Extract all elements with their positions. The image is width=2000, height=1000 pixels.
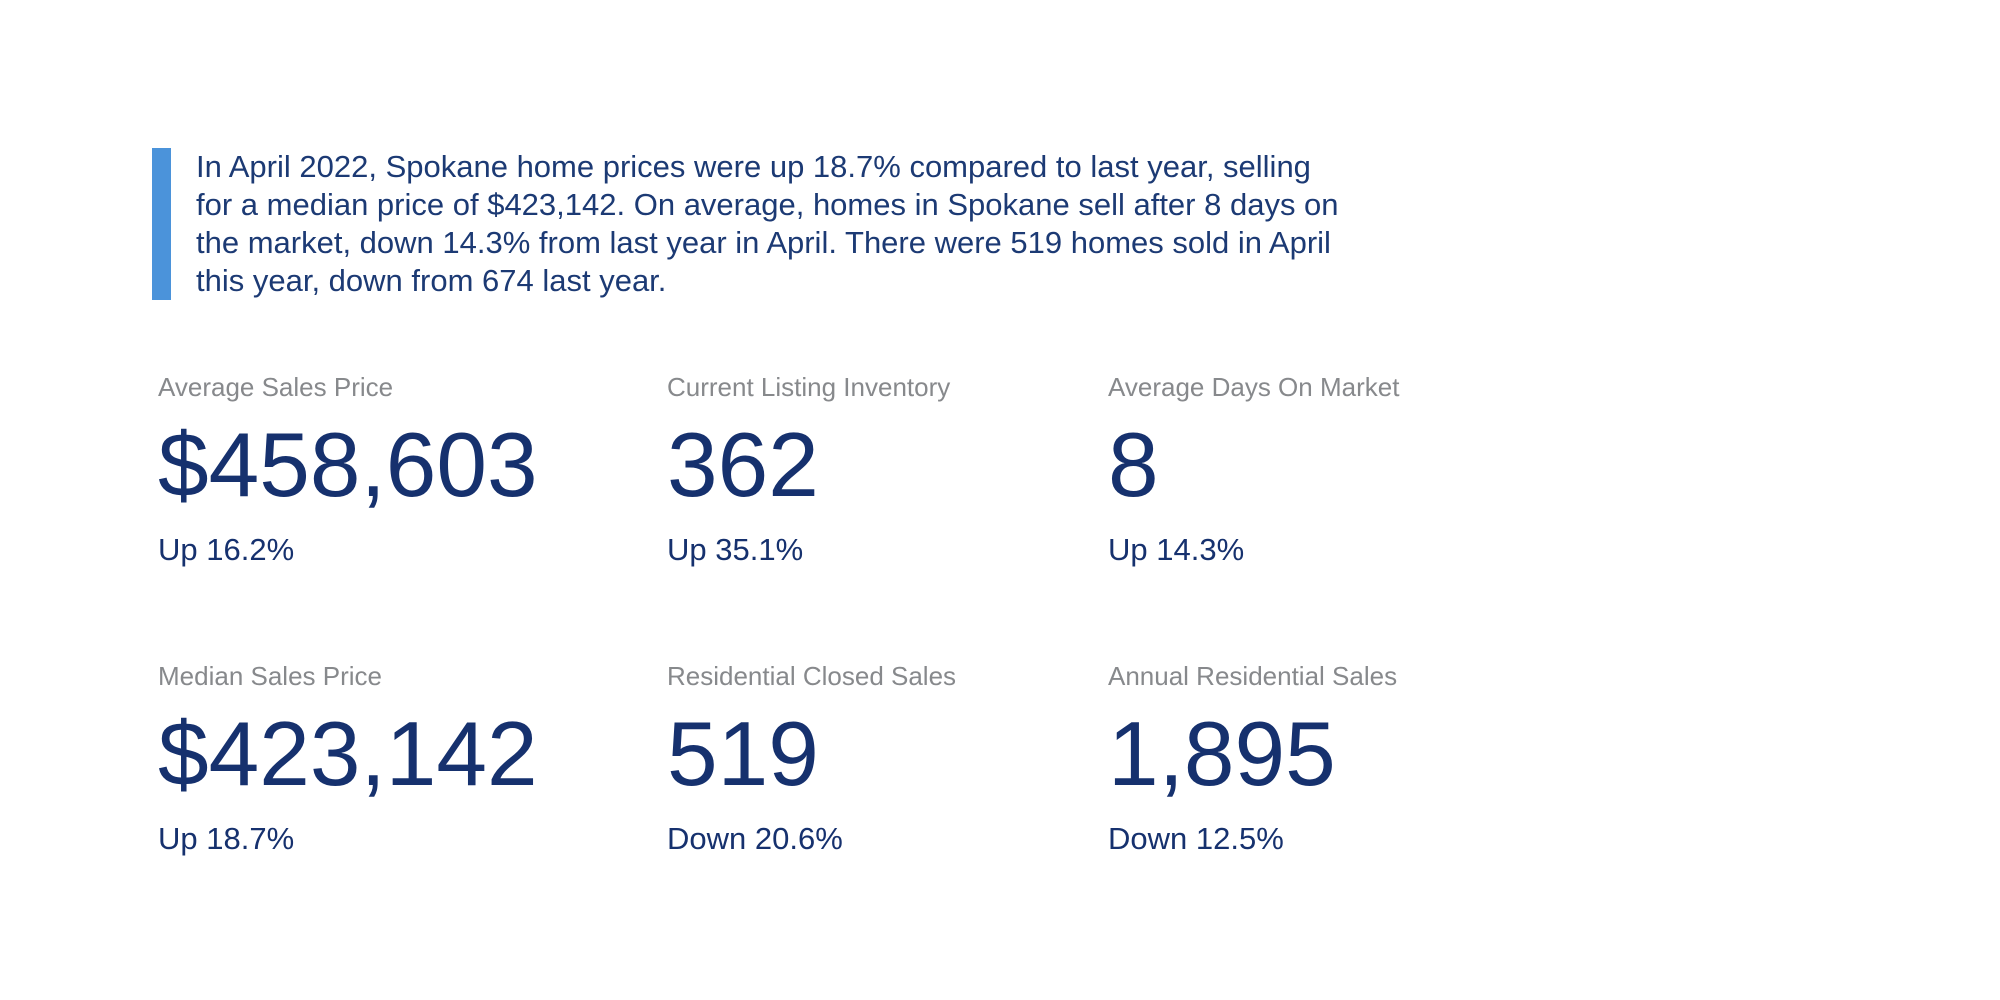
stat-value: $458,603 <box>158 415 538 516</box>
stat-value: 362 <box>667 415 819 516</box>
stat-value: 8 <box>1108 415 1159 516</box>
stat-change: Up 16.2% <box>158 532 295 567</box>
stat-card-average-days-on-market: Average Days On Market 8 Up 14.3% <box>1108 372 1668 568</box>
stat-change: Down 20.6% <box>667 821 843 856</box>
stat-change: Up 18.7% <box>158 821 295 856</box>
stat-card-average-sales-price: Average Sales Price $458,603 Up 16.2% <box>158 372 667 568</box>
stat-label: Current Listing Inventory <box>667 372 951 402</box>
summary-line: this year, down from 674 last year. <box>196 263 667 298</box>
stat-value: $423,142 <box>158 704 538 805</box>
stat-card-annual-residential-sales: Annual Residential Sales 1,895 Down 12.5… <box>1108 661 1668 857</box>
stat-card-current-listing-inventory: Current Listing Inventory 362 Up 35.1% <box>667 372 1108 568</box>
summary-line: In April 2022, Spokane home prices were … <box>196 149 1311 184</box>
stat-change: Down 12.5% <box>1108 821 1284 856</box>
stat-change: Up 14.3% <box>1108 532 1245 567</box>
stat-label: Residential Closed Sales <box>667 661 957 691</box>
stat-label: Median Sales Price <box>158 661 382 691</box>
market-summary-quote: In April 2022, Spokane home prices were … <box>152 148 1472 300</box>
summary-line: the market, down 14.3% from last year in… <box>196 225 1331 260</box>
stat-value: 519 <box>667 704 819 805</box>
stat-value: 1,895 <box>1108 704 1336 805</box>
market-insights-panel: In April 2022, Spokane home prices were … <box>0 148 2000 857</box>
market-summary-text: In April 2022, Spokane home prices were … <box>196 148 1472 300</box>
summary-line: for a median price of $423,142. On avera… <box>196 187 1339 222</box>
stat-change: Up 35.1% <box>667 532 804 567</box>
stat-label: Average Sales Price <box>158 372 394 402</box>
stats-grid: Average Sales Price $458,603 Up 16.2% Cu… <box>158 372 2000 857</box>
stat-label: Average Days On Market <box>1108 372 1400 402</box>
stat-card-residential-closed-sales: Residential Closed Sales 519 Down 20.6% <box>667 661 1108 857</box>
stat-card-median-sales-price: Median Sales Price $423,142 Up 18.7% <box>158 661 667 857</box>
stat-label: Annual Residential Sales <box>1108 661 1398 691</box>
